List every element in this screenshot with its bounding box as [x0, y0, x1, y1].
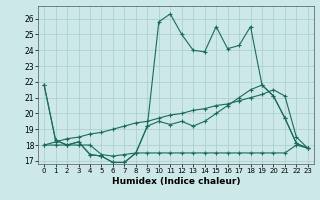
X-axis label: Humidex (Indice chaleur): Humidex (Indice chaleur): [112, 177, 240, 186]
